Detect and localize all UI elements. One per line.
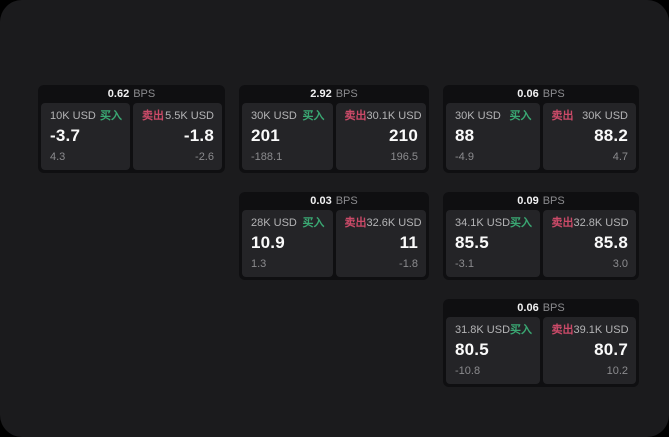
sell-size: 30.1K USD (366, 110, 422, 122)
buy-size: 28K USD (251, 217, 297, 229)
sell-quote-tile[interactable]: 卖出 5.5K USD -1.8 -2.6 (133, 103, 222, 170)
buy-price: 88 (455, 126, 475, 145)
buy-price: 10.9 (251, 233, 285, 252)
buy-delta: -3.1 (455, 258, 474, 270)
buy-size: 31.8K USD (455, 324, 511, 336)
sell-label: 卖出 (344, 217, 367, 229)
buy-size: 30K USD (455, 110, 501, 122)
buy-price: -3.7 (50, 126, 81, 145)
buy-label: 买入 (510, 324, 533, 336)
sell-size: 32.8K USD (573, 217, 629, 229)
sell-size: 32.6K USD (366, 217, 422, 229)
bps-value: 0.62 (107, 87, 130, 100)
bps-unit: BPS (133, 87, 156, 100)
sell-price: -1.8 (183, 126, 214, 145)
quote-body: 34.1K USD 买入 85.5 -3.1 卖出 32.8K USD 85.8… (446, 210, 636, 277)
sell-price: 80.7 (594, 340, 628, 359)
sell-price: 88.2 (594, 126, 628, 145)
quote-card: 0.09 BPS 34.1K USD 买入 85.5 -3.1 卖出 (443, 192, 639, 280)
buy-size: 34.1K USD (455, 217, 511, 229)
sell-label: 卖出 (142, 110, 164, 122)
sell-quote-tile[interactable]: 卖出 32.8K USD 85.8 3.0 (542, 210, 636, 277)
buy-label: 买入 (302, 217, 325, 229)
quote-card: 0.06 BPS 30K USD 买入 88 -4.9 卖出 (443, 85, 639, 173)
bps-value: 2.92 (310, 87, 332, 100)
sell-size: 39.1K USD (573, 324, 629, 336)
bps-header: 0.06 BPS (446, 85, 636, 103)
quote-card: 2.92 BPS 30K USD 买入 201 -188.1 卖出 (239, 85, 429, 173)
sell-delta: 3.0 (612, 258, 628, 270)
sell-price: 210 (389, 126, 418, 145)
sell-price: 11 (399, 233, 418, 252)
bps-header: 0.06 BPS (446, 299, 636, 317)
buy-label: 买入 (510, 217, 533, 229)
quote-body: 10K USD 买入 -3.7 4.3 卖出 5.5K USD -1.8 -2.… (41, 103, 222, 170)
quote-body: 30K USD 买入 88 -4.9 卖出 30K USD 88.2 4.7 (446, 103, 636, 170)
buy-price: 201 (251, 126, 280, 145)
quote-card: 0.03 BPS 28K USD 买入 10.9 1.3 卖出 (239, 192, 429, 280)
buy-delta: -188.1 (251, 151, 283, 163)
sell-delta: 10.2 (606, 365, 628, 377)
sell-delta: -1.8 (399, 258, 418, 270)
buy-label: 买入 (302, 110, 325, 122)
bps-unit: BPS (542, 194, 565, 207)
bps-header: 0.03 BPS (242, 192, 426, 210)
sell-delta: 4.7 (612, 151, 628, 163)
quote-body: 31.8K USD 买入 80.5 -10.8 卖出 39.1K USD 80.… (446, 317, 636, 384)
buy-quote-tile[interactable]: 30K USD 买入 88 -4.9 (446, 103, 540, 170)
buy-quote-tile[interactable]: 31.8K USD 买入 80.5 -10.8 (446, 317, 540, 384)
buy-delta: -4.9 (455, 151, 474, 163)
sell-size: 5.5K USD (165, 110, 214, 122)
quote-card: 0.62 BPS 10K USD 买入 -3.7 4.3 卖出 (38, 85, 225, 173)
bps-unit: BPS (542, 87, 565, 100)
buy-price: 85.5 (455, 233, 489, 252)
bps-value: 0.03 (310, 194, 332, 207)
quote-body: 30K USD 买入 201 -188.1 卖出 30.1K USD 210 1… (242, 103, 426, 170)
bps-unit: BPS (335, 194, 358, 207)
bps-unit: BPS (542, 301, 565, 314)
sell-price: 85.8 (594, 233, 628, 252)
bps-header: 2.92 BPS (242, 85, 426, 103)
buy-label: 买入 (100, 110, 122, 122)
sell-delta: 196.5 (390, 151, 418, 163)
bps-header: 0.62 BPS (41, 85, 222, 103)
buy-delta: 4.3 (50, 151, 66, 163)
sell-label: 卖出 (551, 110, 574, 122)
sell-label: 卖出 (344, 110, 367, 122)
sell-delta: -2.6 (195, 151, 214, 163)
sell-size: 30K USD (582, 110, 628, 122)
quote-body: 28K USD 买入 10.9 1.3 卖出 32.6K USD 11 -1.8 (242, 210, 426, 277)
quote-card: 0.06 BPS 31.8K USD 买入 80.5 -10.8 卖 (443, 299, 639, 387)
buy-quote-tile[interactable]: 34.1K USD 买入 85.5 -3.1 (446, 210, 540, 277)
buy-quote-tile[interactable]: 10K USD 买入 -3.7 4.3 (41, 103, 130, 170)
bps-value: 0.06 (517, 301, 539, 314)
sell-quote-tile[interactable]: 卖出 32.6K USD 11 -1.8 (335, 210, 426, 277)
quote-grid: 0.62 BPS 10K USD 买入 -3.7 4.3 卖出 (38, 85, 639, 387)
sell-label: 卖出 (551, 324, 574, 336)
sell-quote-tile[interactable]: 卖出 39.1K USD 80.7 10.2 (542, 317, 636, 384)
buy-delta: 1.3 (251, 258, 267, 270)
bps-unit: BPS (335, 87, 358, 100)
buy-quote-tile[interactable]: 28K USD 买入 10.9 1.3 (242, 210, 333, 277)
buy-size: 30K USD (251, 110, 297, 122)
bps-value: 0.06 (517, 87, 539, 100)
bps-header: 0.09 BPS (446, 192, 636, 210)
buy-delta: -10.8 (455, 365, 481, 377)
bps-value: 0.09 (517, 194, 539, 207)
buy-size: 10K USD (50, 110, 96, 122)
sell-label: 卖出 (551, 217, 574, 229)
buy-price: 80.5 (455, 340, 489, 359)
buy-quote-tile[interactable]: 30K USD 买入 201 -188.1 (242, 103, 333, 170)
buy-label: 买入 (509, 110, 532, 122)
sell-quote-tile[interactable]: 卖出 30.1K USD 210 196.5 (335, 103, 426, 170)
sell-quote-tile[interactable]: 卖出 30K USD 88.2 4.7 (542, 103, 636, 170)
